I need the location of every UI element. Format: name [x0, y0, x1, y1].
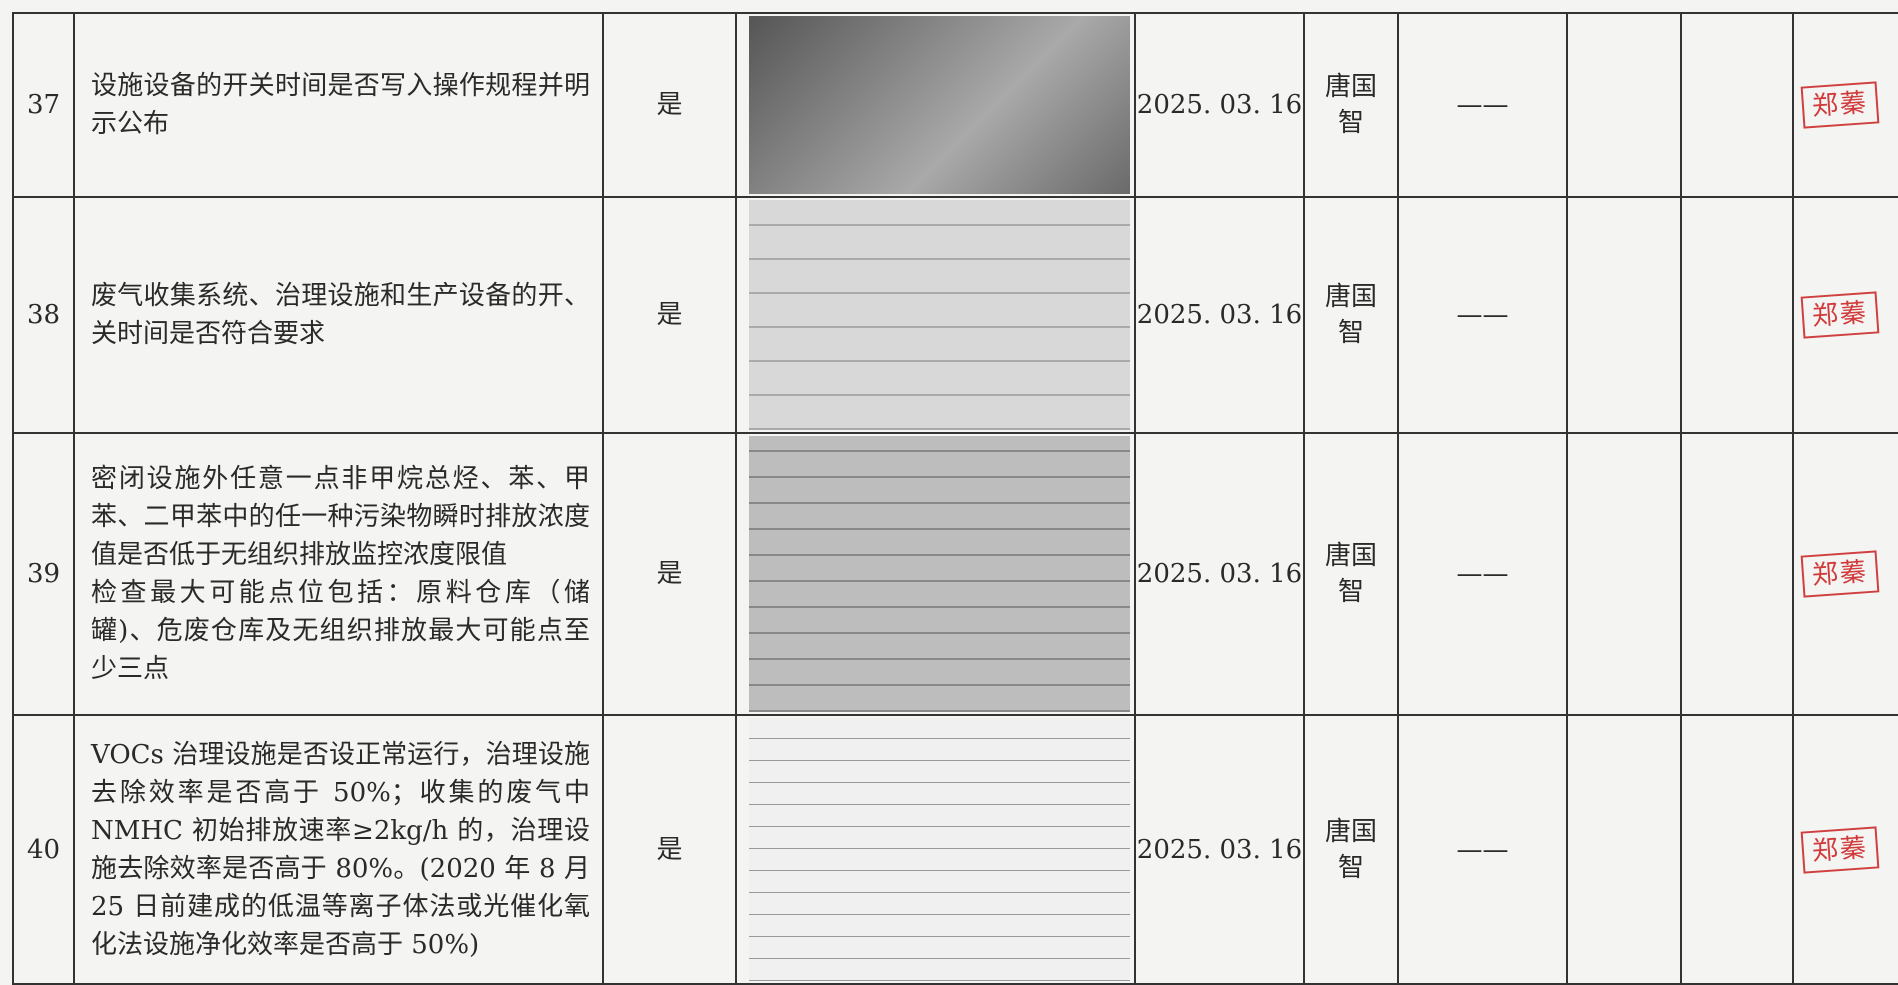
inspector: 唐国智 [1303, 432, 1399, 716]
table-row: 37 设施设备的开关时间是否写入操作规程并明示公布是 2025. 03. 16 唐国智… [12, 12, 1898, 198]
evidence-photo [749, 200, 1130, 430]
check-item: 设施设备的开关时间是否写入操作规程并明示公布 [73, 12, 604, 198]
check-result: 是 [602, 432, 737, 716]
table-row: 39 密闭设施外任意一点非甲烷总烃、苯、甲苯、二甲苯中的任一种污染物瞬时排放浓度值… [12, 432, 1898, 716]
empty-cell [1680, 714, 1794, 985]
check-result: 是 [602, 714, 737, 985]
check-item: 密闭设施外任意一点非甲烷总烃、苯、甲苯、二甲苯中的任一种污染物瞬时排放浓度值是否… [73, 432, 604, 716]
signature-stamp: 郑蓁 [1800, 81, 1880, 129]
signature-stamp: 郑蓁 [1800, 550, 1880, 598]
row-number: 39 [12, 432, 75, 716]
photo-cell [735, 12, 1136, 198]
row-number: 40 [12, 714, 75, 985]
evidence-photo [749, 436, 1130, 712]
stamp-cell: 郑蓁 [1792, 196, 1898, 434]
remark: —— [1397, 432, 1568, 716]
check-date: 2025. 03. 16 [1134, 196, 1305, 434]
remark: —— [1397, 12, 1568, 198]
inspector: 唐国智 [1303, 196, 1399, 434]
stamp-cell: 郑蓁 [1792, 714, 1898, 985]
empty-cell [1680, 432, 1794, 716]
inspector: 唐国智 [1303, 12, 1399, 198]
photo-cell [735, 714, 1136, 985]
inspection-table: 37 设施设备的开关时间是否写入操作规程并明示公布是 2025. 03. 16 唐国智… [12, 12, 1898, 985]
empty-cell [1566, 196, 1682, 434]
remark: —— [1397, 714, 1568, 985]
photo-cell [735, 432, 1136, 716]
document-table: 37 设施设备的开关时间是否写入操作规程并明示公布是 2025. 03. 16 唐国智… [12, 12, 1898, 985]
evidence-photo [749, 16, 1130, 194]
check-date: 2025. 03. 16 [1134, 432, 1305, 716]
empty-cell [1680, 196, 1794, 434]
check-item: 废气收集系统、治理设施和生产设备的开、关时间是否符合要求 [73, 196, 604, 434]
check-date: 2025. 03. 16 [1134, 714, 1305, 985]
empty-cell [1680, 12, 1794, 198]
empty-cell [1566, 432, 1682, 716]
check-date: 2025. 03. 16 [1134, 12, 1305, 198]
inspector: 唐国智 [1303, 714, 1399, 985]
table-row: 38 废气收集系统、治理设施和生产设备的开、关时间是否符合要求是 2025. 03.… [12, 196, 1898, 434]
photo-cell [735, 196, 1136, 434]
row-number: 37 [12, 12, 75, 198]
check-result: 是 [602, 12, 737, 198]
signature-stamp: 郑蓁 [1800, 825, 1880, 874]
row-number: 38 [12, 196, 75, 434]
evidence-photo [749, 718, 1130, 981]
check-item: VOCs 治理设施是否设正常运行，治理设施去除效率是否高于 50%；收集的废气中… [73, 714, 604, 985]
remark: —— [1397, 196, 1568, 434]
signature-stamp: 郑蓁 [1800, 291, 1880, 339]
check-result: 是 [602, 196, 737, 434]
stamp-cell: 郑蓁 [1792, 12, 1898, 198]
empty-cell [1566, 12, 1682, 198]
stamp-cell: 郑蓁 [1792, 432, 1898, 716]
table-row: 40 VOCs 治理设施是否设正常运行，治理设施去除效率是否高于 50%；收集的废… [12, 714, 1898, 985]
empty-cell [1566, 714, 1682, 985]
